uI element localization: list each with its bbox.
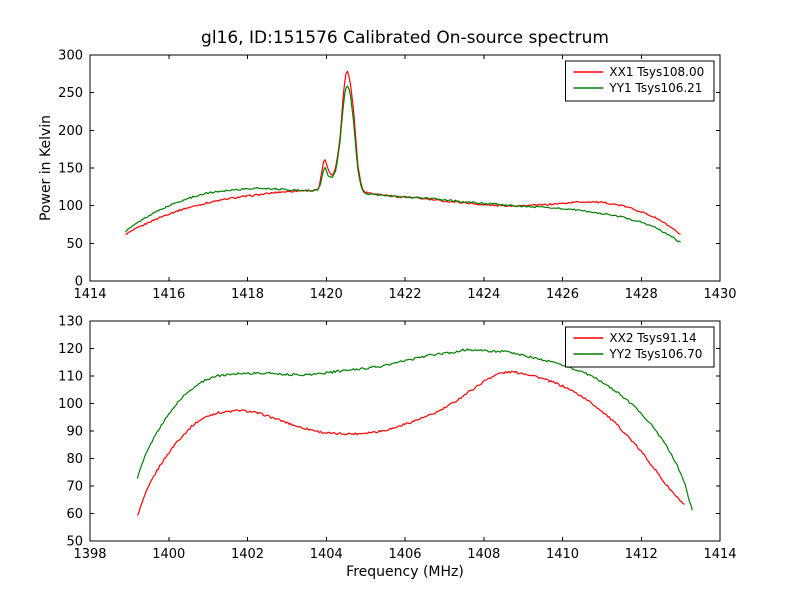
series-line-YY1 — [124, 85, 681, 243]
y-tick-label: 120 — [58, 342, 83, 357]
x-tick-label: 1398 — [73, 547, 106, 562]
x-tick-label: 1408 — [467, 547, 500, 562]
x-tick-label: 1428 — [625, 287, 658, 302]
series-line-YY2 — [136, 348, 693, 511]
x-tick-label: 1410 — [546, 547, 579, 562]
y-tick-label: 100 — [58, 397, 83, 412]
y-tick-label: 110 — [58, 370, 83, 385]
x-tick-label: 1414 — [73, 287, 106, 302]
y-tick-label: 50 — [66, 535, 83, 550]
x-tick-label: 1420 — [310, 287, 343, 302]
y-tick-label: 0 — [75, 275, 83, 290]
x-tick-label: 1430 — [703, 287, 736, 302]
x-tick-label: 1402 — [231, 547, 264, 562]
y-tick-label: 70 — [66, 480, 83, 495]
x-tick-label: 1422 — [388, 287, 421, 302]
y-tick-label: 50 — [66, 237, 83, 252]
x-tick-label: 1418 — [231, 287, 264, 302]
x-tick-label: 1424 — [467, 287, 500, 302]
y-tick-label: 150 — [58, 162, 83, 177]
x-tick-label: 1414 — [703, 547, 736, 562]
x-tick-label: 1406 — [388, 547, 421, 562]
y-tick-label: 90 — [66, 425, 83, 440]
x-tick-label: 1412 — [625, 547, 658, 562]
y-tick-label: 300 — [58, 49, 83, 64]
y-tick-label: 80 — [66, 452, 83, 467]
x-tick-label: 1404 — [310, 547, 343, 562]
legend-label: YY1 Tsys106.21 — [608, 81, 702, 95]
y-tick-label: 200 — [58, 124, 83, 139]
legend-label: XX2 Tsys91.14 — [609, 331, 696, 345]
chart-title: gl16, ID:151576 Calibrated On-source spe… — [201, 28, 609, 48]
legend-label: YY2 Tsys106.70 — [608, 347, 702, 361]
legend-box — [564, 326, 715, 368]
x-tick-label: 1426 — [546, 287, 579, 302]
bottom-subplot: 1398 1400 1402 1404 1406 1408 1410 1412 1414 50 60… — [58, 315, 736, 563]
series-line-XX2 — [136, 370, 685, 516]
y-tick-label: 60 — [66, 507, 83, 522]
top-subplot: 1414 1416 1418 1420 1422 1424 1426 1428 1430 0 50 1… — [58, 49, 736, 303]
y-axis-label: Power in Kelvin — [38, 115, 54, 221]
legend-label: XX1 Tsys108.00 — [609, 65, 704, 79]
legend-box — [564, 60, 715, 102]
x-tick-label: 1400 — [152, 547, 185, 562]
y-tick-label: 130 — [58, 315, 83, 330]
y-tick-label: 100 — [58, 199, 83, 214]
x-tick-label: 1416 — [152, 287, 185, 302]
y-tick-label: 250 — [58, 86, 83, 101]
x-axis-label: Frequency (MHz) — [346, 564, 464, 580]
